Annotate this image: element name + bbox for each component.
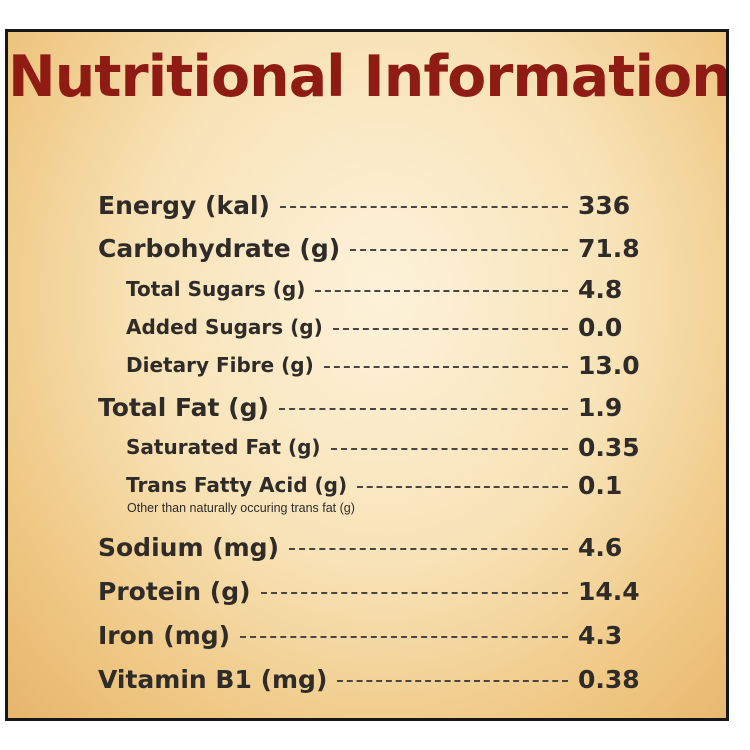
dotted-leader: [350, 249, 568, 251]
row-carbohydrate: Carbohydrate (g) 71.8: [98, 231, 640, 265]
row-label: Dietary Fibre (g): [126, 353, 314, 377]
row-trans-fatty-acid: Trans Fatty Acid (g) 0.1: [126, 470, 638, 500]
row-label: Total Sugars (g): [126, 277, 306, 301]
dotted-leader: [315, 290, 568, 292]
row-value: 336: [578, 190, 631, 220]
dotted-leader: [330, 448, 568, 450]
dotted-leader: [278, 408, 568, 410]
row-value: 4.8: [578, 274, 623, 304]
row-label: Energy (kal): [98, 190, 270, 220]
row-value: 13.0: [578, 350, 640, 380]
dotted-leader: [332, 328, 568, 330]
dotted-leader: [279, 206, 568, 208]
row-label: Trans Fatty Acid (g): [126, 473, 348, 497]
row-value: 0.0: [578, 312, 623, 342]
row-dietary-fibre: Dietary Fibre (g) 13.0: [126, 350, 640, 380]
page-title: Nutritional Information: [8, 44, 729, 110]
row-label: Total Fat (g): [98, 392, 269, 422]
row-value: 0.1: [578, 470, 623, 500]
row-value: 71.8: [578, 233, 640, 263]
dotted-leader: [289, 548, 568, 550]
row-sodium: Sodium (mg) 4.6: [98, 530, 638, 564]
row-label: Protein (g): [98, 576, 251, 606]
row-vitamin-b1: Vitamin B1 (mg) 0.38: [98, 662, 640, 696]
row-value: 1.9: [578, 392, 623, 422]
row-iron: Iron (mg) 4.3: [98, 618, 638, 652]
row-value: 14.4: [578, 576, 640, 606]
row-label: Carbohydrate (g): [98, 233, 341, 263]
row-value: 0.38: [578, 664, 640, 694]
row-label: Sodium (mg): [98, 532, 279, 562]
dotted-leader: [337, 680, 568, 682]
dotted-leader: [240, 636, 568, 638]
dotted-leader: [357, 486, 568, 488]
row-added-sugars: Added Sugars (g) 0.0: [126, 312, 638, 342]
row-label: Saturated Fat (g): [126, 435, 321, 459]
row-energy: Energy (kal) 336: [98, 188, 638, 222]
row-total-fat: Total Fat (g) 1.9: [98, 390, 638, 424]
row-value: 0.35: [578, 432, 640, 462]
row-label: Added Sugars (g): [126, 315, 323, 339]
dotted-leader: [260, 592, 568, 594]
row-value: 4.6: [578, 532, 623, 562]
row-saturated-fat: Saturated Fat (g) 0.35: [126, 432, 640, 462]
trans-fat-footnote: Other than naturally occuring trans fat …: [127, 501, 355, 515]
dotted-leader: [323, 366, 568, 368]
row-value: 4.3: [578, 620, 623, 650]
row-label: Iron (mg): [98, 620, 231, 650]
row-protein: Protein (g) 14.4: [98, 574, 640, 608]
nutrition-panel: Nutritional Information Energy (kal) 336…: [5, 29, 729, 721]
row-label: Vitamin B1 (mg): [98, 664, 328, 694]
row-total-sugars: Total Sugars (g) 4.8: [126, 274, 638, 304]
